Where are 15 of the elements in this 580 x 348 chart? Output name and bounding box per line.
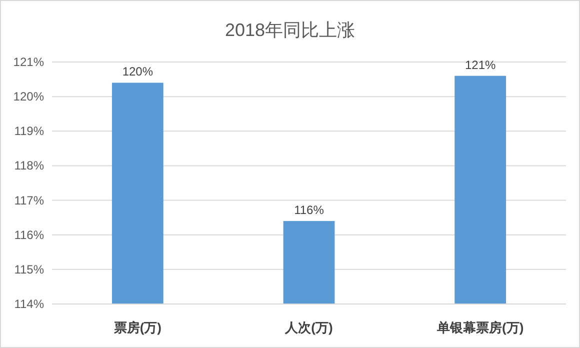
- data-label: 116%: [294, 203, 324, 218]
- y-tick-label: 116%: [14, 228, 44, 242]
- x-tick-label: 人次(万): [284, 320, 333, 335]
- y-tick-label: 114%: [14, 297, 44, 311]
- data-label: 120%: [122, 64, 154, 79]
- x-tick-label: 票房(万): [112, 320, 162, 335]
- x-tick-label: 单银幕票房(万): [436, 320, 524, 335]
- y-tick-label: 115%: [14, 262, 44, 276]
- y-tick-label: 118%: [14, 158, 44, 173]
- y-tick-label: 120%: [13, 90, 44, 104]
- y-tick-label: 117%: [14, 193, 44, 208]
- data-label: 121%: [464, 58, 496, 72]
- chart-title: 2018年同比上涨: [224, 20, 356, 40]
- y-tick-label: 119%: [14, 124, 44, 138]
- y-tick-label: 121%: [13, 55, 44, 69]
